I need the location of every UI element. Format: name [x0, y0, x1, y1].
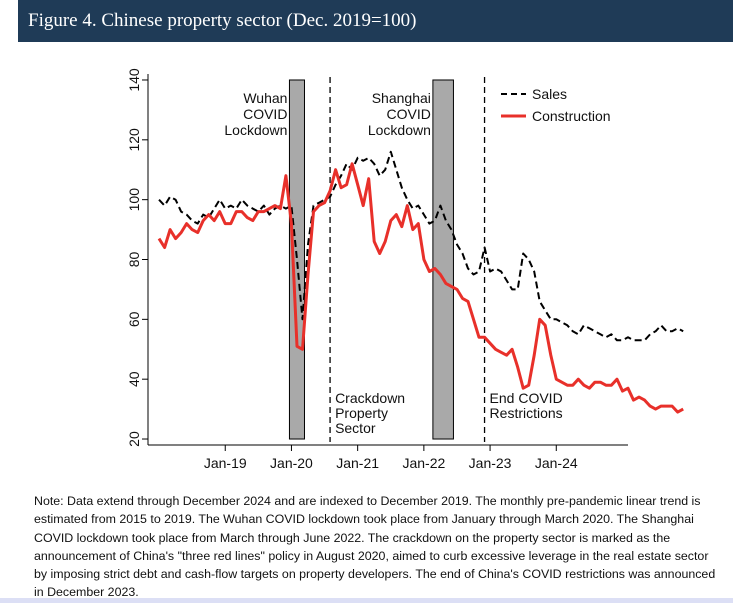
- line-chart: WuhanCOVIDLockdownShanghaiCOVIDLockdownC…: [126, 68, 684, 471]
- y-tick-label-20: 20: [126, 431, 142, 447]
- shaded-period-2-label-line-2: COVID: [387, 106, 431, 122]
- series-construction-line: [157, 162, 684, 414]
- x-tick-label-Jan-21: Jan-21: [336, 455, 379, 471]
- y-tick-label-140: 140: [126, 68, 142, 92]
- x-tick-label-Jan-22: Jan-22: [402, 455, 445, 471]
- legend-label-sales: Sales: [532, 86, 567, 102]
- y-tick-label-100: 100: [126, 188, 142, 212]
- shaded-period-1-label-line-3: Lockdown: [224, 122, 287, 138]
- x-tick-label-Jan-20: Jan-20: [270, 455, 313, 471]
- event-line-1-label-line-2: Property: [335, 405, 388, 421]
- event-line-1-label-line-3: Sector: [335, 420, 376, 436]
- y-tick-label-120: 120: [126, 128, 142, 152]
- x-tick-label-Jan-24: Jan-24: [535, 455, 578, 471]
- x-tick-label-Jan-23: Jan-23: [469, 455, 512, 471]
- chart-area: Wuhan COVID Lockdown Shanghai COVID Lockdown C…: [18, 42, 733, 489]
- window-bottom-edge: [0, 598, 733, 603]
- legend-label-construction: Construction: [532, 108, 611, 124]
- y-tick-label-80: 80: [126, 252, 142, 268]
- shaded-period-2-label-line-1: Shanghai: [372, 90, 431, 106]
- event-line-2-label-line-2: Restrictions: [490, 405, 563, 421]
- shaded-period-2-label-line-3: Lockdown: [368, 122, 431, 138]
- event-line-2-label-line-1: End COVID: [490, 390, 563, 406]
- figure-note: Note: Data extend through December 2024 …: [34, 494, 716, 600]
- shaded-period-1-label-line-1: Wuhan: [243, 90, 287, 106]
- x-tick-label-Jan-19: Jan-19: [204, 455, 247, 471]
- y-tick-label-40: 40: [126, 371, 142, 387]
- y-tick-label-60: 60: [126, 311, 142, 327]
- page-margin: [0, 0, 18, 598]
- figure-title: Figure 4. Chinese property sector (Dec. …: [28, 10, 417, 31]
- figure-title-bar: Figure 4. Chinese property sector (Dec. …: [18, 0, 733, 42]
- shaded-period-2: [432, 79, 454, 440]
- event-line-1-label-line-1: Crackdown: [335, 390, 405, 406]
- shaded-period-1-label-line-2: COVID: [243, 106, 287, 122]
- series-sales-line: [158, 150, 684, 342]
